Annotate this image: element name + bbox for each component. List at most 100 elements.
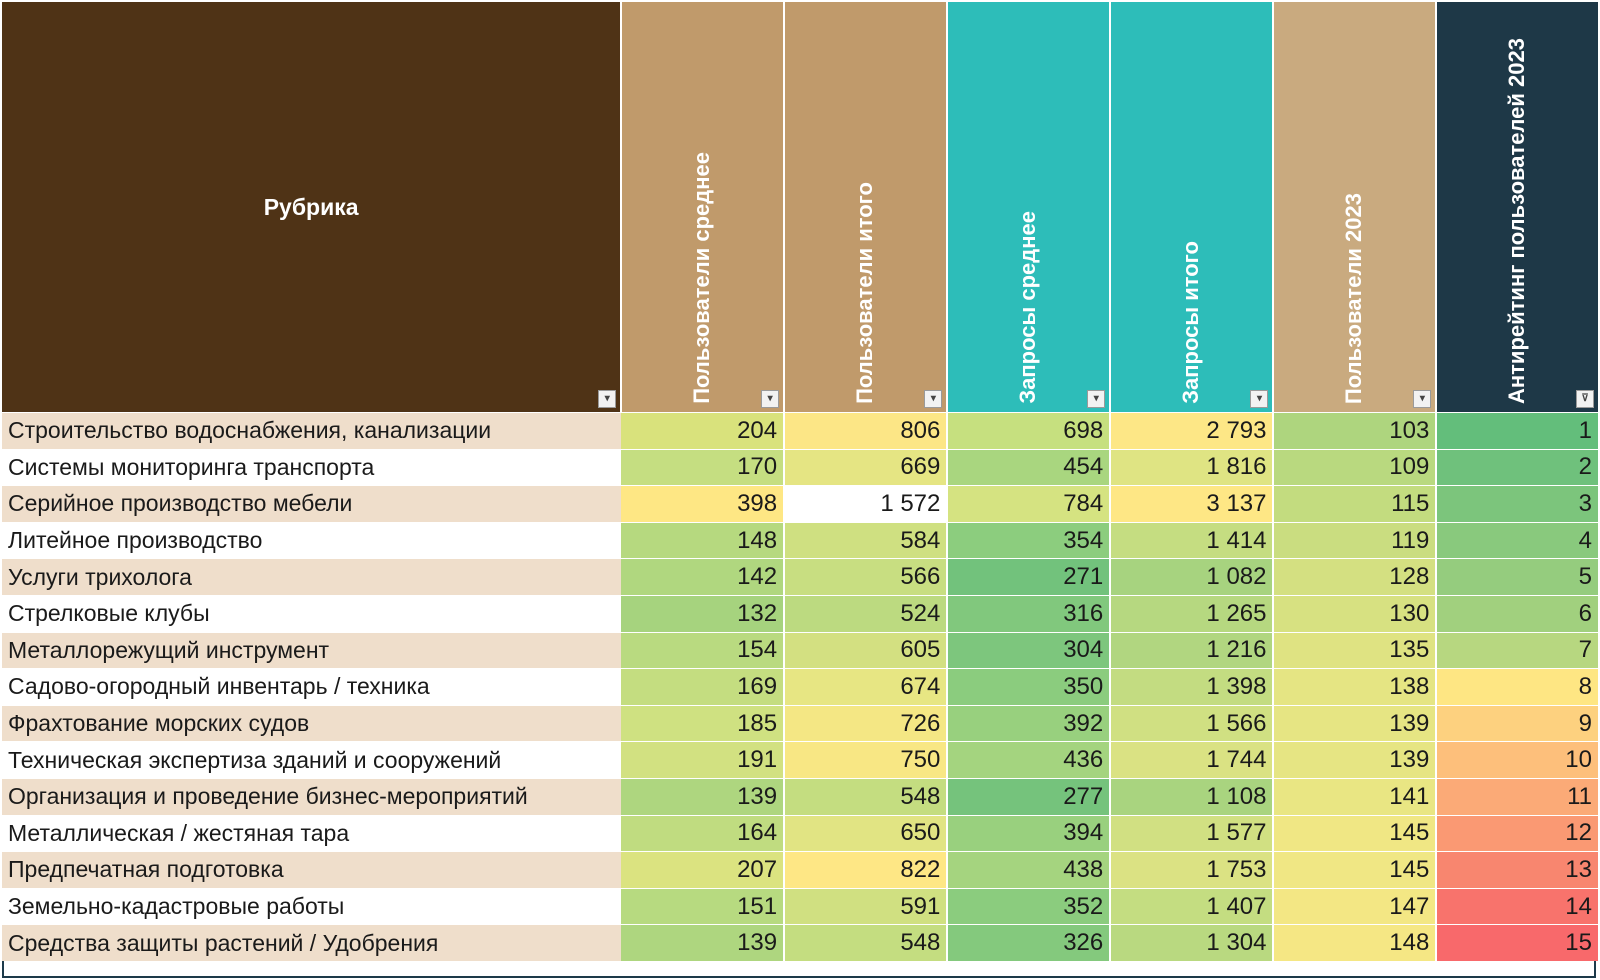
rubric-cell[interactable]: Литейное производство bbox=[2, 521, 622, 559]
value-cell[interactable]: 822 bbox=[784, 851, 949, 889]
value-cell[interactable]: 148 bbox=[621, 521, 786, 559]
value-cell[interactable]: 454 bbox=[947, 448, 1112, 486]
filter-dropdown-icon[interactable]: ▾ bbox=[924, 390, 943, 408]
value-cell[interactable]: 139 bbox=[1273, 741, 1438, 779]
value-cell[interactable]: 398 bbox=[621, 485, 786, 523]
value-cell[interactable]: 392 bbox=[947, 704, 1112, 742]
value-cell[interactable]: 698 bbox=[947, 412, 1112, 450]
value-cell[interactable]: 204 bbox=[621, 412, 786, 450]
value-cell[interactable]: 1 304 bbox=[1110, 924, 1275, 961]
value-cell[interactable]: 1 577 bbox=[1110, 814, 1275, 852]
value-cell[interactable]: 726 bbox=[784, 704, 949, 742]
value-cell[interactable]: 605 bbox=[784, 631, 949, 669]
value-cell[interactable]: 438 bbox=[947, 851, 1112, 889]
value-cell[interactable]: 806 bbox=[784, 412, 949, 450]
header-rubric[interactable]: Рубрика ▾ bbox=[2, 2, 623, 413]
value-cell[interactable]: 1 082 bbox=[1110, 558, 1275, 596]
rubric-cell[interactable]: Услуги трихолога bbox=[2, 558, 622, 596]
value-cell[interactable]: 1 572 bbox=[784, 485, 949, 523]
value-cell[interactable]: 3 bbox=[1436, 485, 1600, 523]
value-cell[interactable]: 11 bbox=[1436, 777, 1600, 816]
rubric-cell[interactable]: Техническая экспертиза зданий и сооружен… bbox=[2, 741, 622, 779]
value-cell[interactable]: 1 566 bbox=[1110, 704, 1275, 742]
value-cell[interactable]: 669 bbox=[784, 448, 949, 486]
value-cell[interactable]: 352 bbox=[947, 887, 1112, 925]
value-cell[interactable]: 650 bbox=[784, 814, 949, 852]
value-cell[interactable]: 13 bbox=[1436, 851, 1600, 889]
value-cell[interactable]: 1 407 bbox=[1110, 887, 1275, 925]
value-cell[interactable]: 147 bbox=[1273, 887, 1438, 925]
value-cell[interactable]: 548 bbox=[784, 777, 949, 816]
value-cell[interactable]: 7 bbox=[1436, 631, 1600, 669]
rubric-cell[interactable]: Организация и проведение бизнес-мероприя… bbox=[2, 777, 622, 816]
rubric-cell[interactable]: Фрахтование морских судов bbox=[2, 704, 622, 742]
value-cell[interactable]: 3 137 bbox=[1110, 485, 1275, 523]
value-cell[interactable]: 2 793 bbox=[1110, 412, 1275, 450]
value-cell[interactable]: 109 bbox=[1273, 448, 1438, 486]
value-cell[interactable]: 566 bbox=[784, 558, 949, 596]
value-cell[interactable]: 151 bbox=[621, 887, 786, 925]
value-cell[interactable]: 14 bbox=[1436, 887, 1600, 925]
filter-dropdown-icon[interactable]: ▾ bbox=[1087, 390, 1106, 408]
value-cell[interactable]: 169 bbox=[621, 668, 786, 706]
value-cell[interactable]: 128 bbox=[1273, 558, 1438, 596]
header-users-2023[interactable]: Пользователи 2023 ▾ bbox=[1273, 2, 1438, 413]
value-cell[interactable]: 1 108 bbox=[1110, 777, 1275, 816]
value-cell[interactable]: 119 bbox=[1273, 521, 1438, 559]
rubric-cell[interactable]: Предпечатная подготовка bbox=[2, 851, 622, 889]
value-cell[interactable]: 1 744 bbox=[1110, 741, 1275, 779]
value-cell[interactable]: 548 bbox=[784, 924, 949, 961]
value-cell[interactable]: 191 bbox=[621, 741, 786, 779]
header-users-total[interactable]: Пользователи итого ▾ bbox=[784, 2, 949, 413]
value-cell[interactable]: 591 bbox=[784, 887, 949, 925]
rubric-cell[interactable]: Металлорежущий инструмент bbox=[2, 631, 622, 669]
rubric-cell[interactable]: Садово-огородный инвентарь / техника bbox=[2, 668, 622, 706]
value-cell[interactable]: 12 bbox=[1436, 814, 1600, 852]
rubric-cell[interactable]: Системы мониторинга транспорта bbox=[2, 448, 622, 486]
value-cell[interactable]: 141 bbox=[1273, 777, 1438, 816]
value-cell[interactable]: 8 bbox=[1436, 668, 1600, 706]
value-cell[interactable]: 394 bbox=[947, 814, 1112, 852]
value-cell[interactable]: 326 bbox=[947, 924, 1112, 961]
value-cell[interactable]: 15 bbox=[1436, 924, 1600, 961]
value-cell[interactable]: 1 bbox=[1436, 412, 1600, 450]
filter-dropdown-icon[interactable]: ▾ bbox=[1250, 390, 1269, 408]
value-cell[interactable]: 103 bbox=[1273, 412, 1438, 450]
rubric-cell[interactable]: Металлическая / жестяная тара bbox=[2, 814, 622, 852]
value-cell[interactable]: 1 398 bbox=[1110, 668, 1275, 706]
value-cell[interactable]: 142 bbox=[621, 558, 786, 596]
value-cell[interactable]: 784 bbox=[947, 485, 1112, 523]
value-cell[interactable]: 1 816 bbox=[1110, 448, 1275, 486]
filter-dropdown-icon[interactable]: ▾ bbox=[1413, 390, 1432, 408]
value-cell[interactable]: 1 414 bbox=[1110, 521, 1275, 559]
filter-dropdown-icon[interactable]: ▾ bbox=[761, 390, 780, 408]
value-cell[interactable]: 1 265 bbox=[1110, 594, 1275, 633]
value-cell[interactable]: 5 bbox=[1436, 558, 1600, 596]
rubric-cell[interactable]: Стрелковые клубы bbox=[2, 594, 622, 633]
value-cell[interactable]: 170 bbox=[621, 448, 786, 486]
rubric-cell[interactable]: Строительство водоснабжения, канализации bbox=[2, 412, 622, 450]
value-cell[interactable]: 145 bbox=[1273, 851, 1438, 889]
header-requests-total[interactable]: Запросы итого ▾ bbox=[1110, 2, 1275, 413]
value-cell[interactable]: 148 bbox=[1273, 924, 1438, 961]
value-cell[interactable]: 354 bbox=[947, 521, 1112, 559]
value-cell[interactable]: 674 bbox=[784, 668, 949, 706]
value-cell[interactable]: 139 bbox=[1273, 704, 1438, 742]
value-cell[interactable]: 350 bbox=[947, 668, 1112, 706]
value-cell[interactable]: 207 bbox=[621, 851, 786, 889]
filter-sorted-icon[interactable]: ⊽ bbox=[1576, 390, 1594, 408]
value-cell[interactable]: 164 bbox=[621, 814, 786, 852]
header-antirating-2023[interactable]: Антирейтинг пользователей 2023 ⊽ bbox=[1436, 2, 1600, 413]
rubric-cell[interactable]: Земельно-кадастровые работы bbox=[2, 887, 622, 925]
value-cell[interactable]: 139 bbox=[621, 924, 786, 961]
value-cell[interactable]: 4 bbox=[1436, 521, 1600, 559]
value-cell[interactable]: 185 bbox=[621, 704, 786, 742]
filter-dropdown-icon[interactable]: ▾ bbox=[598, 390, 617, 408]
value-cell[interactable]: 436 bbox=[947, 741, 1112, 779]
value-cell[interactable]: 584 bbox=[784, 521, 949, 559]
value-cell[interactable]: 1 216 bbox=[1110, 631, 1275, 669]
value-cell[interactable]: 135 bbox=[1273, 631, 1438, 669]
rubric-cell[interactable]: Средства защиты растений / Удобрения bbox=[2, 924, 622, 961]
value-cell[interactable]: 750 bbox=[784, 741, 949, 779]
value-cell[interactable]: 2 bbox=[1436, 448, 1600, 486]
